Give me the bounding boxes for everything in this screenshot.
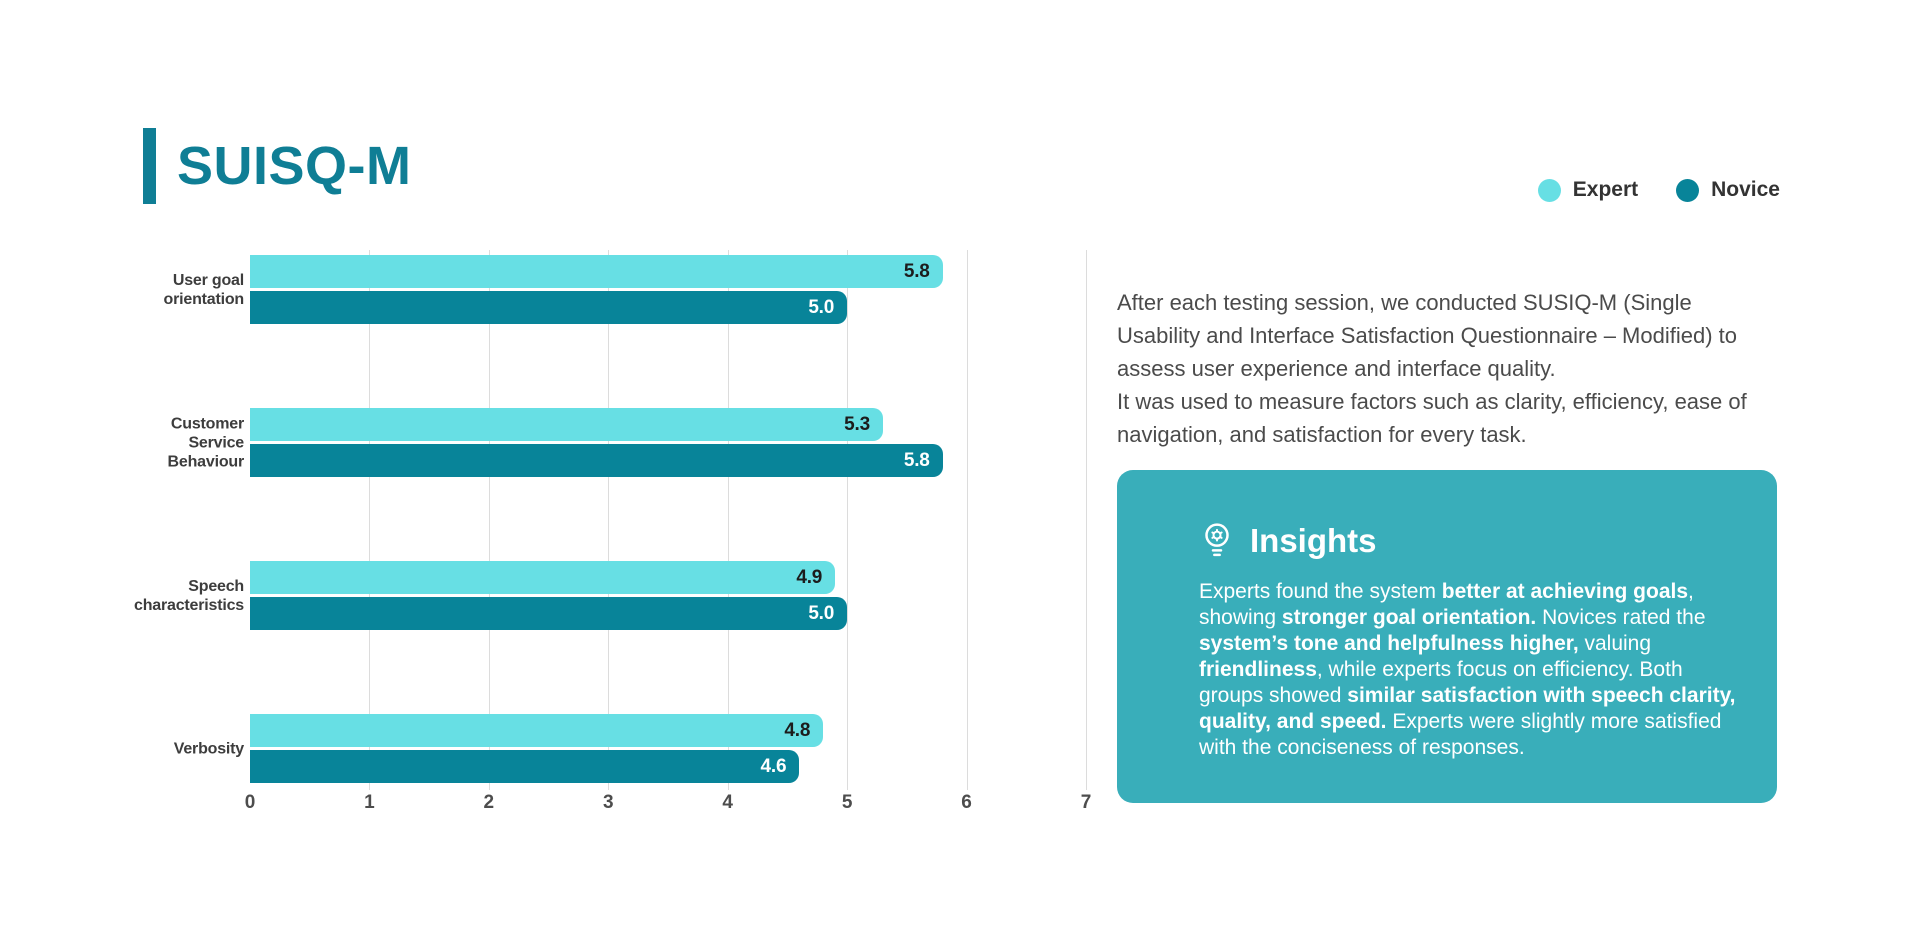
x-axis-tick-3: 3	[602, 792, 614, 813]
insights-header: Insights	[1197, 518, 1777, 564]
legend-label: Expert	[1572, 178, 1639, 201]
bar-value-label: 5.8	[903, 260, 930, 282]
gridline-3	[608, 250, 610, 790]
legend-dot-novice	[1676, 178, 1700, 202]
title-block: SUISQ-M	[143, 128, 412, 204]
x-axis-tick-7: 7	[1080, 792, 1092, 813]
bar-value-label: 5.3	[844, 413, 870, 435]
bar-expert: 4.9	[250, 561, 836, 594]
x-axis-tick-5: 5	[841, 792, 853, 813]
gridline-7	[1086, 250, 1087, 790]
bar-novice: 5.8	[250, 444, 943, 477]
x-axis-tick-1: 1	[364, 792, 375, 813]
category-label: Customer Service Behaviour	[167, 415, 245, 470]
legend-label: Novice	[1711, 178, 1780, 201]
insights-title: Insights	[1250, 522, 1377, 559]
insights-card: Insights Experts found the system better…	[1117, 470, 1777, 803]
description-text: After each testing session, we conducted…	[1117, 286, 1772, 451]
gridline-2	[488, 250, 490, 790]
legend-dot-expert	[1537, 178, 1561, 202]
bar-chart: 0 1 2 3 4 5 6 7 User goal orientation 5.8 5.0 Custo…	[104, 250, 1104, 830]
category-label: Verbosity	[173, 740, 244, 757]
bar-expert: 4.8	[250, 714, 824, 747]
gridline-6	[966, 250, 968, 790]
bar-novice: 5.0	[250, 597, 848, 630]
category-label: User goal orientation	[163, 271, 245, 308]
bar-value-label: 5.0	[808, 602, 835, 624]
description-paragraph-2: It was used to measure factors such as c…	[1117, 389, 1747, 447]
x-axis-tick-4: 4	[722, 792, 733, 813]
bar-value-label: 4.6	[760, 755, 787, 777]
bar-novice: 5.0	[250, 291, 848, 324]
x-axis-tick-2: 2	[483, 792, 495, 813]
category-label: Speech characteristics	[134, 577, 244, 614]
description-paragraph-1: After each testing session, we conducted…	[1117, 290, 1737, 381]
gridline-4	[727, 250, 729, 790]
bar-expert: 5.8	[250, 255, 943, 288]
bar-value-label: 5.8	[903, 449, 930, 471]
x-axis-tick-6: 6	[961, 792, 972, 813]
bar-value-label: 5.0	[808, 296, 835, 318]
gridline-1	[369, 250, 371, 790]
bar-value-label: 4.9	[796, 566, 823, 588]
bar-novice: 4.6	[250, 750, 800, 783]
insights-body: Experts found the system better at achie…	[1199, 580, 1736, 759]
lightbulb-gear-icon	[1205, 523, 1229, 557]
gridline-5	[847, 250, 849, 790]
page-title: SUISQ-M	[177, 136, 412, 196]
x-axis-tick-0: 0	[244, 792, 256, 813]
chart-legend: Expert Novice	[1537, 178, 1780, 202]
title-accent-bar	[143, 128, 156, 204]
legend-item-novice: Novice	[1676, 178, 1780, 202]
legend-item-expert: Expert	[1537, 178, 1639, 202]
bar-expert: 5.3	[250, 408, 883, 441]
bar-value-label: 4.8	[784, 719, 811, 741]
